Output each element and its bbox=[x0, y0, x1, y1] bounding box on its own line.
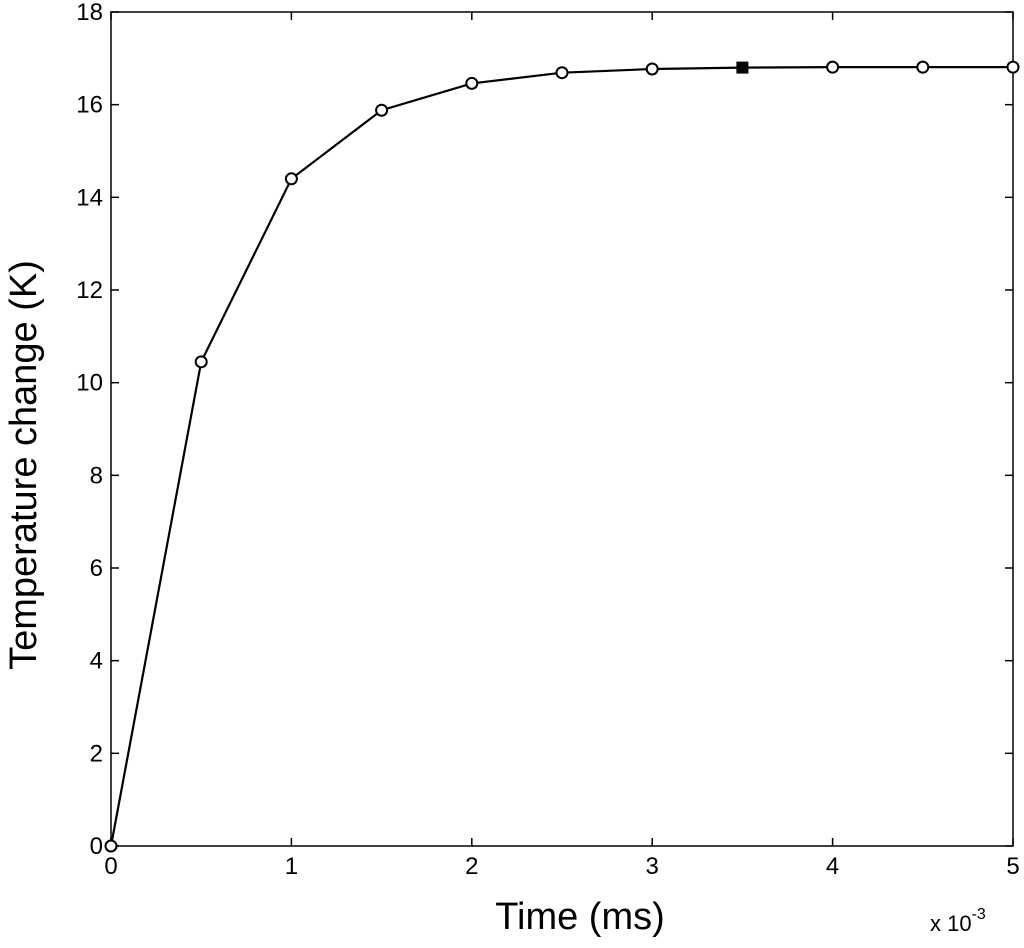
data-point bbox=[104, 839, 118, 853]
x-tick-label: 5 bbox=[1006, 853, 1019, 880]
series-layer bbox=[104, 60, 1020, 853]
y-tick-label: 6 bbox=[90, 555, 103, 582]
plot-frame bbox=[110, 11, 1014, 847]
x-tick-label: 2 bbox=[465, 853, 478, 880]
x-tick-label: 0 bbox=[104, 853, 117, 880]
x-tick-label: 3 bbox=[646, 853, 659, 880]
y-tick-label: 0 bbox=[90, 833, 103, 860]
y-tick-label: 18 bbox=[76, 0, 103, 26]
y-tick-label: 8 bbox=[90, 462, 103, 489]
data-point bbox=[916, 60, 930, 74]
data-point bbox=[194, 355, 208, 369]
y-axis-title: Temperature change (K) bbox=[3, 260, 45, 670]
x-tick-label: 1 bbox=[285, 853, 298, 880]
data-point bbox=[284, 172, 298, 186]
x-multiplier-base: x 10 bbox=[930, 911, 972, 936]
y-tick-label: 14 bbox=[76, 184, 103, 211]
data-point bbox=[1006, 60, 1020, 74]
data-point bbox=[465, 76, 479, 90]
y-tick-label: 10 bbox=[76, 370, 103, 397]
data-point-highlight bbox=[736, 61, 749, 74]
y-tick-label: 2 bbox=[90, 740, 103, 767]
x-axis-ticks: 0 1 2 3 4 5 bbox=[104, 12, 1020, 880]
y-tick-label: 4 bbox=[90, 648, 103, 675]
data-point bbox=[375, 103, 389, 117]
x-multiplier-label: x 10-3 bbox=[930, 906, 986, 936]
data-point bbox=[555, 66, 569, 80]
x-axis-title: Time (ms) bbox=[495, 896, 665, 938]
y-tick-label: 16 bbox=[76, 92, 103, 119]
data-point bbox=[826, 60, 840, 74]
y-axis-ticks: 0 2 4 6 8 10 12 14 16 18 bbox=[76, 0, 1013, 860]
y-tick-label: 12 bbox=[76, 277, 103, 304]
x-multiplier-exponent: -3 bbox=[972, 906, 986, 923]
data-point bbox=[645, 62, 659, 76]
x-tick-label: 4 bbox=[826, 853, 839, 880]
